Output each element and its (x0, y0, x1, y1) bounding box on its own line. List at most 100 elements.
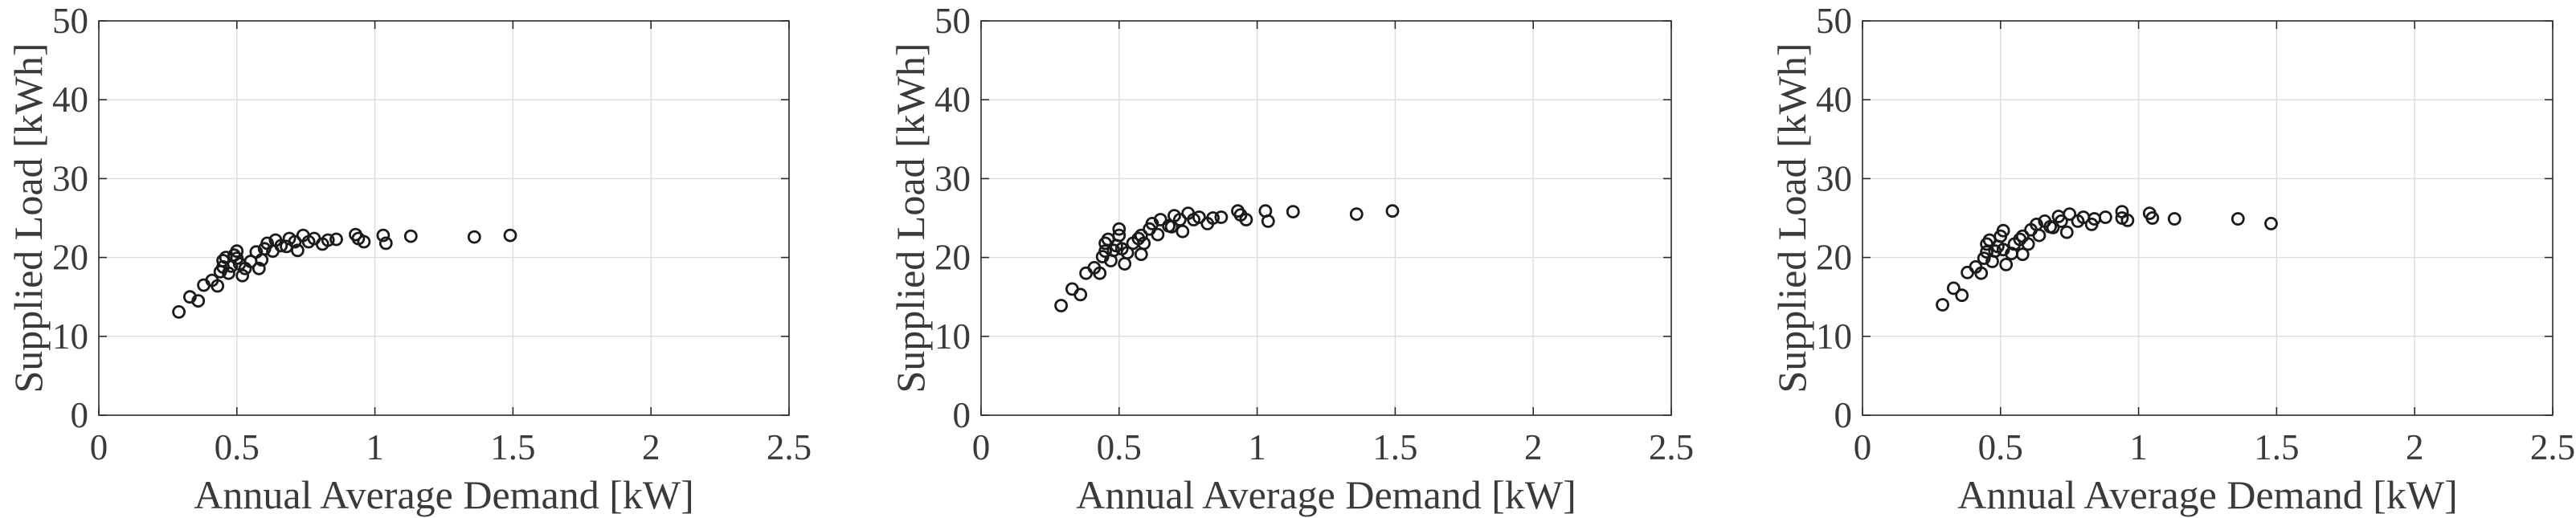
x-tick-label: 2.5 (1649, 427, 1694, 467)
scatter-point (2120, 213, 2135, 227)
scatter-point (1955, 288, 1969, 303)
x-tick-label: 1.5 (1372, 427, 1417, 467)
y-tick-label: 30 (52, 158, 88, 198)
scatter-point (288, 235, 302, 249)
x-tick-label: 0.5 (215, 427, 260, 467)
x-tick-label: 1.5 (490, 427, 535, 467)
y-tick-label: 20 (52, 238, 88, 278)
scatter-point (1980, 245, 1994, 259)
x-tick-label: 0 (972, 427, 991, 467)
axes-frame (980, 20, 1672, 416)
scatter-point (191, 294, 206, 308)
scatter-points (1936, 205, 2278, 312)
scatter-points (172, 227, 517, 319)
scatter-point (378, 236, 393, 251)
y-tick-label: 10 (934, 316, 971, 357)
scatter-point (321, 233, 335, 247)
scatter-point (1134, 228, 1148, 243)
scatter-point (274, 239, 288, 253)
y-tick-label: 40 (52, 80, 88, 120)
scatter-point (290, 243, 305, 258)
y-tick-label: 50 (52, 1, 88, 41)
y-tick-label: 10 (52, 316, 88, 357)
scatter-point (1385, 204, 1400, 218)
scatter-point (1214, 210, 1229, 224)
y-tick-label: 50 (934, 1, 971, 41)
y-tick-label: 20 (934, 238, 971, 278)
scatter-points (1054, 204, 1400, 312)
scatter-point (2059, 225, 2074, 239)
x-tick-label: 2.5 (2530, 427, 2575, 467)
scatter-point (2021, 237, 2035, 251)
y-tick-label: 0 (953, 395, 971, 435)
scatter-point (1118, 257, 1132, 271)
scatter-point (1137, 236, 1151, 251)
scatter-point (1239, 213, 1253, 226)
scatter-point (1098, 244, 1112, 259)
scatter-point (1112, 222, 1126, 236)
scatter-point (376, 228, 390, 243)
scatter-point (403, 229, 418, 243)
scatter-point (467, 230, 481, 244)
scatter-point (230, 244, 244, 259)
y-tick-label: 0 (1834, 395, 1853, 435)
scatter-point (235, 268, 250, 283)
y-tick-label: 20 (1816, 238, 1852, 278)
scatter-point (1946, 281, 1961, 296)
scatter-point (1093, 266, 1107, 280)
scatter-point (1112, 228, 1126, 243)
scatter-point (2264, 216, 2278, 230)
scatter-point (1153, 213, 1167, 226)
x-tick-label: 1.5 (2254, 427, 2299, 467)
scatter-point (503, 228, 517, 243)
scatter-point (1151, 227, 1165, 242)
scatter-point (172, 304, 186, 319)
scatter-point (1192, 210, 1206, 224)
x-tick-label: 0.5 (1097, 427, 1142, 467)
y-tick-label: 40 (1816, 80, 1852, 120)
scatter-point (1173, 213, 1187, 226)
scatter-point (1977, 251, 1991, 266)
x-tick-label: 0 (1854, 427, 1872, 467)
scatter-point (1073, 288, 1088, 302)
x-tick-label: 2 (642, 427, 660, 467)
y-tick-label: 10 (1816, 316, 1852, 357)
scatter-point (1999, 257, 2014, 271)
scatter-point (1176, 224, 1190, 239)
scatter-point (1054, 299, 1068, 312)
scatter-point (1206, 211, 1220, 225)
axes-frame (1862, 20, 2554, 416)
scatter-point (222, 266, 235, 280)
scatter-point (2098, 210, 2112, 224)
x-axis-label: Annual Average Demand [kW] (194, 472, 693, 517)
scatter-point (251, 261, 266, 275)
x-tick-label: 0 (90, 427, 108, 467)
scatter-point (2167, 212, 2181, 226)
y-tick-label: 0 (71, 395, 89, 435)
x-tick-label: 1 (1248, 427, 1266, 467)
scatter-point (1261, 214, 1275, 228)
scatter-point (1996, 223, 2010, 238)
scatter-point (2032, 228, 2046, 243)
x-tick-label: 1 (366, 427, 384, 467)
y-axis-label: Supplied Load [kWh] (6, 43, 51, 393)
x-axis-label: Annual Average Demand [kW] (1076, 472, 1576, 517)
scatter-point (211, 279, 225, 293)
scatter-point (329, 232, 343, 247)
y-axis-label: Supplied Load [kWh] (1769, 43, 1814, 393)
y-tick-label: 30 (1816, 158, 1852, 198)
x-tick-label: 2.5 (767, 427, 812, 467)
scatter-point (2063, 207, 2077, 222)
y-tick-label: 30 (934, 158, 971, 198)
scatter-point (2145, 211, 2160, 225)
scatter-point (2230, 212, 2245, 226)
scatter-point (2054, 214, 2068, 228)
scatter-point (1936, 298, 1950, 312)
y-tick-label: 50 (1816, 1, 1852, 41)
x-tick-label: 1 (2129, 427, 2148, 467)
x-tick-label: 2 (2406, 427, 2424, 467)
y-axis-label: Supplied Load [kWh] (888, 43, 933, 393)
scatter-point (1286, 205, 1300, 219)
